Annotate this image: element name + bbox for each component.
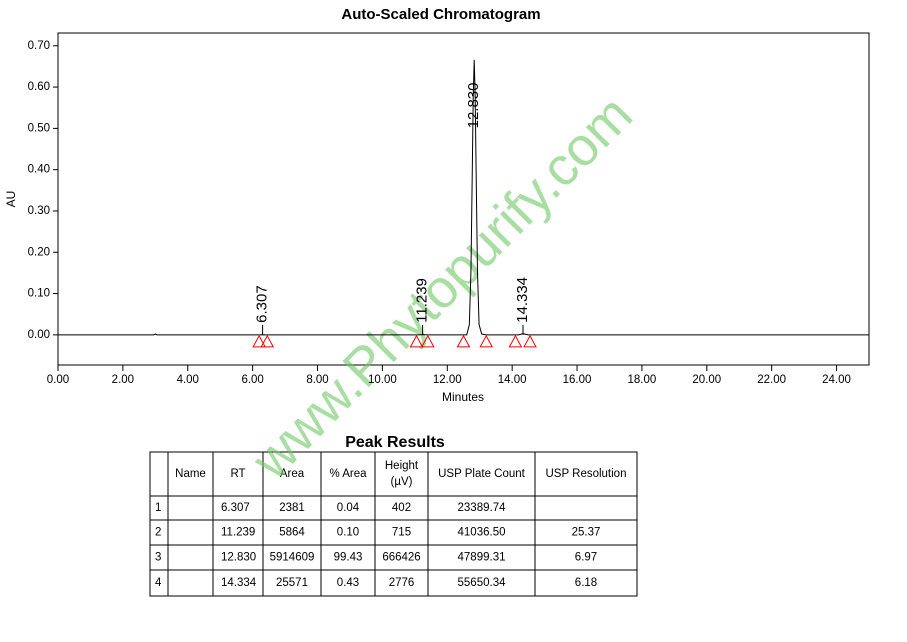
table-header: Height — [385, 460, 419, 472]
x-tick-label: 0.00 — [47, 374, 69, 386]
x-tick-label: 4.00 — [177, 374, 199, 386]
y-tick-label: 0.20 — [28, 246, 50, 258]
table-cell: 5864 — [279, 527, 305, 539]
table-cell: 25.37 — [572, 527, 601, 539]
x-axis-label: Minutes — [442, 390, 484, 404]
peak-label: 6.307 — [254, 285, 271, 323]
y-tick-label: 0.30 — [28, 205, 50, 217]
table-cell: 55650.34 — [458, 577, 507, 589]
table-cell: 2776 — [389, 577, 415, 589]
peak-label: 11.239 — [414, 278, 431, 323]
peak-label: 14.334 — [514, 277, 531, 323]
y-tick-label: 0.10 — [28, 288, 50, 300]
table-cell: 99.43 — [334, 552, 363, 564]
y-tick-label: 0.40 — [28, 164, 50, 176]
table-cell: 3 — [155, 552, 161, 564]
y-tick-label: 0.70 — [28, 40, 50, 52]
table-cell: 23389.74 — [458, 502, 507, 514]
table-cell: 4 — [155, 577, 162, 589]
peak-marker — [252, 334, 266, 348]
table-cell: 6.18 — [575, 577, 597, 589]
table-header: USP Plate Count — [438, 468, 526, 480]
table-header: USP Resolution — [546, 468, 627, 480]
table-header: (µV) — [391, 476, 413, 488]
y-tick-label: 0.00 — [28, 329, 50, 341]
x-tick-label: 24.00 — [822, 374, 851, 386]
x-tick-label: 8.00 — [306, 374, 328, 386]
table-cell: 6.97 — [575, 552, 597, 564]
trace — [58, 59, 869, 336]
peak-label: 12.830 — [465, 82, 482, 128]
table-cell: 2 — [155, 527, 161, 539]
watermark: www.Phytopurify.com — [240, 84, 644, 491]
x-tick-label: 6.00 — [241, 374, 263, 386]
y-tick-label: 0.60 — [28, 81, 50, 93]
x-tick-label: 22.00 — [757, 374, 786, 386]
table-border — [149, 451, 638, 597]
y-axis-label: AU — [4, 191, 18, 208]
table-cell: 14.334 — [221, 577, 257, 589]
x-tick-label: 16.00 — [563, 374, 592, 386]
table-cell: 1 — [155, 502, 161, 514]
x-tick-label: 12.00 — [433, 374, 462, 386]
peak-marker — [409, 334, 424, 348]
y-tick-label: 0.50 — [28, 122, 50, 134]
table-cell: 402 — [392, 502, 411, 514]
x-tick-label: 20.00 — [692, 374, 721, 386]
peak-marker — [260, 334, 275, 348]
peak-marker — [508, 334, 523, 348]
table-cell: 0.10 — [337, 527, 359, 539]
table-cell: 0.04 — [337, 502, 360, 514]
table-cell: 11.239 — [221, 527, 255, 539]
x-tick-label: 14.00 — [498, 374, 527, 386]
table-cell: 6.307 — [221, 502, 250, 514]
table-header: % Area — [329, 468, 367, 480]
peak-marker — [479, 334, 494, 348]
table-cell: 0.43 — [337, 577, 359, 589]
x-tick-label: 2.00 — [112, 374, 134, 386]
table-header: RT — [230, 468, 245, 480]
table-cell: 666426 — [382, 552, 420, 564]
plot-frame — [57, 32, 870, 366]
x-tick-label: 18.00 — [628, 374, 657, 386]
table-cell: 5914609 — [270, 552, 315, 564]
table-cell: 25571 — [276, 577, 308, 589]
table-cell: 41036.50 — [458, 527, 506, 539]
chart-title: Auto-Scaled Chromatogram — [341, 6, 540, 23]
table-cell: 2381 — [279, 502, 305, 514]
x-tick-label: 10.00 — [368, 374, 397, 386]
peak-marker — [420, 334, 435, 348]
table-header: Area — [280, 468, 305, 480]
peak-marker — [523, 334, 537, 348]
table: Name RT Area % Area Height (µV) USP Plate Coun… — [149, 451, 638, 597]
table-cell: 47899.31 — [458, 552, 506, 564]
table-title: Peak Results — [345, 434, 445, 451]
table-cell: 715 — [392, 527, 411, 539]
peak-marker — [456, 334, 471, 348]
table-cell: 12.830 — [221, 552, 256, 564]
table-header: Name — [175, 468, 206, 480]
